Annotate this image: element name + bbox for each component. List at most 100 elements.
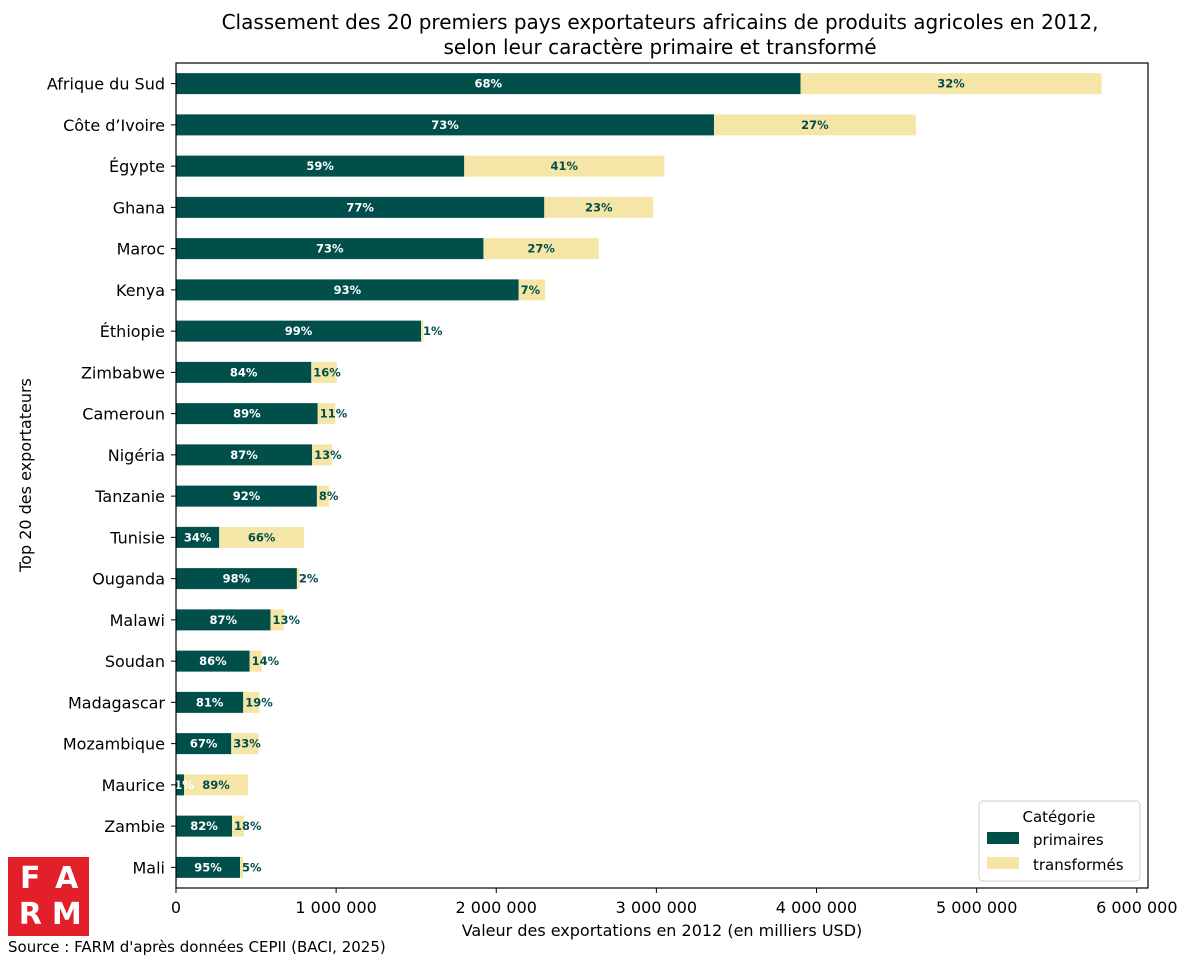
chart-title-line-2: selon leur caractère primaire et transfo… — [443, 35, 877, 59]
bar-primaires — [176, 114, 715, 136]
logo-letter-m: M — [51, 896, 82, 932]
data-label-transformes: 13% — [314, 448, 342, 462]
bar-transformes — [270, 609, 285, 631]
data-label-primaires: 86% — [199, 654, 227, 668]
data-label-primaires: 77% — [346, 200, 374, 214]
data-label-primaires: 73% — [431, 118, 459, 132]
legend-label-transformes: transformés — [1033, 856, 1124, 874]
data-label-primaires: 93% — [334, 283, 362, 297]
legend-box — [978, 800, 1141, 882]
y-tick-label: Égypte — [109, 157, 165, 176]
data-label-transformes: 1% — [423, 324, 443, 338]
plot-frame — [175, 62, 1149, 889]
data-label-transformes: 13% — [272, 613, 300, 627]
bar-transformes — [316, 485, 329, 507]
bar-transformes — [317, 403, 336, 425]
x-tick-label: 4 000 000 — [776, 898, 857, 917]
bar-primaires — [176, 733, 232, 755]
bar-transformes — [219, 526, 305, 548]
bar-transformes — [483, 238, 599, 260]
y-tick-label: Soudan — [105, 652, 165, 671]
y-tick-label: Côte d’Ivoire — [63, 116, 165, 135]
bar-primaires — [176, 320, 422, 342]
bar-primaires — [176, 361, 312, 383]
bar-transformes — [296, 568, 300, 590]
data-label-primaires: 87% — [230, 448, 258, 462]
x-tick-label: 5 000 000 — [936, 898, 1017, 917]
legend-label-primaires: primaires — [1033, 831, 1104, 849]
data-label-primaires: 92% — [233, 489, 261, 503]
data-label-transformes: 2% — [299, 572, 319, 586]
data-label-transformes: 8% — [319, 489, 339, 503]
y-tick-label: Malawi — [110, 611, 165, 630]
bar-transformes — [464, 155, 665, 177]
bar-transformes — [800, 73, 1102, 95]
data-label-transformes: 7% — [521, 283, 541, 297]
bar-primaires — [176, 155, 465, 177]
x-axis-label: Valeur des exportations en 2012 (en mill… — [462, 921, 863, 940]
data-label-primaires: 67% — [190, 737, 218, 751]
data-label-primaires: 89% — [233, 407, 261, 421]
bar-transformes — [249, 650, 262, 672]
bar-transformes — [243, 691, 260, 713]
bar-transformes — [231, 733, 259, 755]
bar-primaires — [176, 279, 519, 301]
source-note: Source : FARM d'après données CEPII (BAC… — [8, 938, 386, 956]
bar-primaires — [176, 691, 244, 713]
bar-primaires — [176, 815, 233, 837]
data-label-primaires: 99% — [285, 324, 313, 338]
bar-primaires — [176, 196, 545, 218]
bar-primaires — [176, 485, 317, 507]
data-label-primaires: 87% — [209, 613, 237, 627]
data-label-primaires: 95% — [194, 860, 222, 874]
y-tick-label: Mali — [133, 858, 166, 877]
data-label-transformes: 33% — [233, 737, 261, 751]
data-label-transformes: 19% — [245, 695, 273, 709]
chart-title-line-1: Classement des 20 premiers pays exportat… — [221, 10, 1099, 34]
data-label-primaires: 98% — [223, 572, 251, 586]
x-tick-label: 0 — [171, 898, 181, 917]
bar-primaires — [176, 238, 484, 260]
bar-primaires — [176, 73, 801, 95]
data-label-primaires: 82% — [190, 819, 218, 833]
logo-letter-f: F — [20, 861, 41, 897]
data-label-transformes: 89% — [202, 778, 230, 792]
y-tick-label: Zambie — [104, 817, 165, 836]
bar-primaires — [176, 526, 220, 548]
y-tick-label: Afrique du Sud — [47, 75, 165, 94]
data-label-transformes: 27% — [527, 242, 555, 256]
x-tick-label: 2 000 000 — [456, 898, 537, 917]
x-tick-label: 6 000 000 — [1096, 898, 1177, 917]
data-label-transformes: 18% — [234, 819, 262, 833]
bar-transformes — [714, 114, 916, 136]
data-label-primaires: 68% — [474, 77, 502, 91]
data-label-primaires: 81% — [196, 695, 224, 709]
bar-transformes — [240, 856, 244, 878]
bar-primaires — [176, 856, 241, 878]
bar-transformes — [184, 774, 249, 796]
bar-transformes — [421, 320, 424, 342]
y-tick-label: Kenya — [116, 281, 165, 300]
legend: Catégorie primaires transformés — [978, 800, 1141, 882]
legend-swatch-transformes — [987, 857, 1019, 869]
y-tick-label: Zimbabwe — [81, 363, 165, 382]
farm-logo: F A R M — [8, 857, 89, 936]
bar-transformes — [232, 815, 245, 837]
logo-letter-a: A — [55, 861, 79, 897]
bar-transformes — [518, 279, 546, 301]
ticks-layer: Afrique du Sud Côte d’Ivoire Égypte Ghana Ma… — [47, 75, 1178, 917]
bar-primaires — [176, 403, 318, 425]
y-tick-label: Maroc — [117, 240, 165, 259]
y-tick-label: Nigéria — [108, 446, 165, 465]
legend-title: Catégorie — [1022, 808, 1095, 826]
y-tick-label: Ouganda — [92, 570, 165, 589]
bar-transformes — [311, 361, 337, 383]
data-label-transformes: 5% — [242, 860, 262, 874]
bars-layer: 68% 32% 73% 27% 59% 41% 77% 23% 73% 27% 93% 7% 99% 1%… — [166, 73, 1102, 878]
data-label-transformes: 16% — [313, 365, 341, 379]
data-label-primaires: 84% — [230, 365, 258, 379]
y-tick-label: Mozambique — [63, 735, 165, 754]
y-tick-label: Ghana — [113, 198, 165, 217]
data-label-primaires: 11% — [166, 778, 194, 792]
